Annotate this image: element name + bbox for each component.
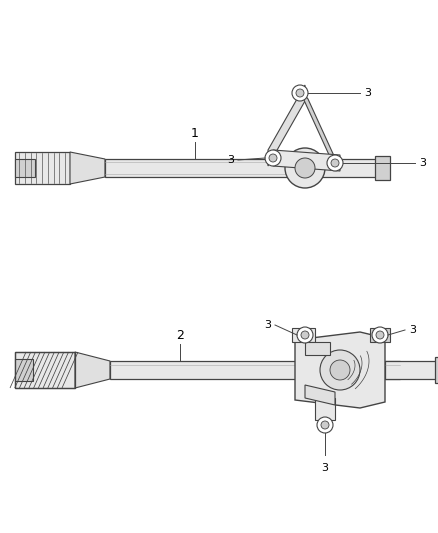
Text: 3: 3 (409, 325, 416, 335)
Text: 3: 3 (364, 88, 371, 98)
Circle shape (372, 327, 388, 343)
Polygon shape (75, 352, 110, 388)
Polygon shape (315, 398, 335, 420)
Circle shape (331, 159, 339, 167)
Bar (15, 352, 75, 388)
Bar (385, 361, 438, 379)
Circle shape (269, 154, 277, 162)
Polygon shape (305, 342, 330, 355)
Text: 3: 3 (321, 463, 328, 473)
Circle shape (376, 331, 384, 339)
Bar (435, 357, 438, 383)
Polygon shape (305, 385, 335, 405)
Text: 3: 3 (419, 158, 426, 168)
Text: 3: 3 (227, 155, 234, 165)
Circle shape (327, 155, 343, 171)
Polygon shape (268, 85, 305, 166)
Circle shape (292, 85, 308, 101)
Bar (110, 361, 400, 379)
Circle shape (297, 327, 313, 343)
Polygon shape (273, 150, 340, 171)
Polygon shape (298, 87, 340, 169)
Polygon shape (70, 152, 105, 184)
Text: 3: 3 (264, 320, 271, 330)
Circle shape (295, 158, 315, 178)
Bar (15, 359, 33, 381)
Circle shape (317, 417, 333, 433)
Bar (315, 159, 380, 177)
Circle shape (321, 421, 329, 429)
Circle shape (301, 331, 309, 339)
Polygon shape (292, 328, 315, 342)
Polygon shape (295, 332, 385, 408)
Circle shape (330, 360, 350, 380)
Text: 2: 2 (176, 329, 184, 342)
Circle shape (265, 150, 281, 166)
Circle shape (320, 350, 360, 390)
Bar (15, 352, 75, 388)
Bar (15, 159, 35, 177)
Bar (105, 159, 300, 177)
Polygon shape (370, 328, 390, 342)
Bar (375, 156, 390, 180)
Bar (15, 152, 70, 184)
Circle shape (296, 89, 304, 97)
Circle shape (285, 148, 325, 188)
Text: 1: 1 (191, 127, 199, 140)
